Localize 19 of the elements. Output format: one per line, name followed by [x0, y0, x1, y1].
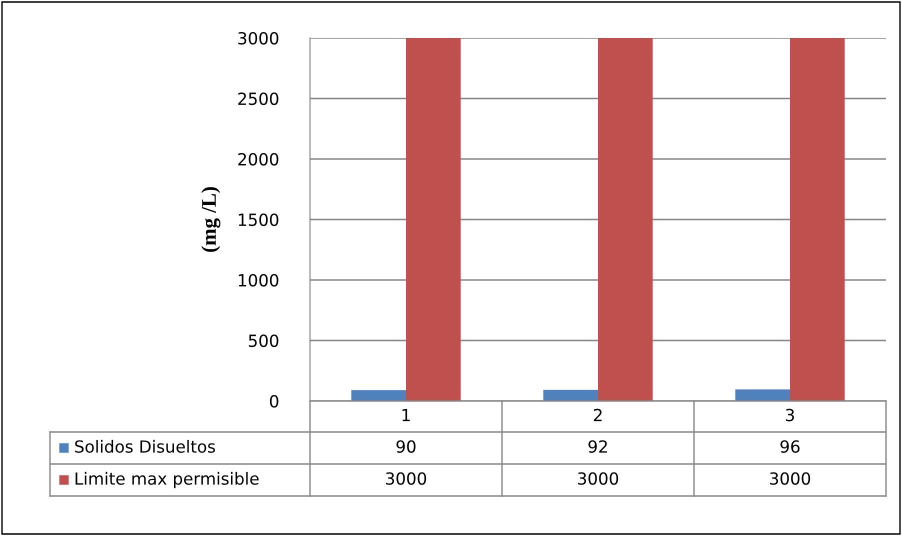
data-label: 3000	[770, 472, 810, 485]
legend-label: Solidos Disueltos	[75, 440, 215, 453]
y-tick-label: 1000	[238, 274, 278, 287]
y-tick-label: 500	[248, 334, 278, 348]
y-tick-label: 2500	[238, 92, 278, 106]
data-label: 3000	[386, 472, 426, 485]
data-label: 3000	[578, 472, 618, 485]
data-label: 90	[396, 440, 416, 453]
y-axis-title: (mg /L)	[201, 187, 220, 252]
y-tick-label: 2000	[238, 152, 278, 166]
y-tick-label: 0	[270, 394, 278, 408]
x-tick-label: 3	[786, 408, 794, 422]
y-tick-label: 1500	[238, 213, 278, 226]
x-tick-label: 1	[402, 408, 410, 422]
legend-label: Limite max permisible	[76, 472, 259, 488]
data-label: 96	[780, 440, 800, 453]
x-tick-label: 2	[594, 408, 602, 422]
data-label: 92	[588, 440, 607, 453]
y-tick-label: 3000	[238, 32, 278, 45]
